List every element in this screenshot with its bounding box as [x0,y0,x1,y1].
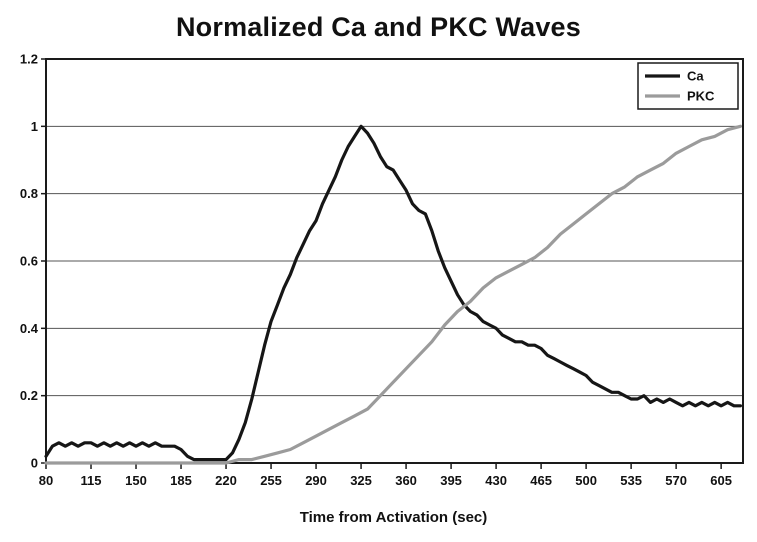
y-tick-label: 0 [31,456,38,471]
plot-area: 0 0.2 0.4 0.6 0.8 1 1.2 80 115 150 185 220 255 290 325… [4,49,753,507]
x-tick-label: 255 [260,473,282,488]
series-line-ca [44,124,743,462]
x-tick-label: 465 [530,473,552,488]
x-tick-label: 290 [305,473,327,488]
x-tick-label: 115 [81,473,102,488]
legend-box [637,62,739,110]
y-tick-label: 0.8 [20,186,38,201]
y-tick-label: 0.4 [20,321,39,336]
series-line-pkc [44,124,743,465]
y-tick-label: 1 [31,119,38,134]
x-tick-label: 360 [395,473,417,488]
y-tick-label: 1.2 [20,52,38,67]
x-tick-label: 605 [710,473,732,488]
x-tick-label: 325 [350,473,372,488]
chart-title: Normalized Ca and PKC Waves [175,12,581,42]
x-tick-label: 395 [440,473,462,488]
x-tick-label: 185 [170,473,192,488]
plot-border [45,58,744,464]
y-tick-label: 0.6 [20,254,38,269]
x-axis-title: Time from Activation (sec) [299,509,488,526]
x-tick-label: 500 [575,473,597,488]
x-tick-label: 570 [665,473,687,488]
x-tick-label: 430 [485,473,507,488]
x-tick-label: 150 [125,473,147,488]
plot-svg: 0 0.2 0.4 0.6 0.8 1 1.2 80 115 150 185 220 255 290 325… [20,52,744,488]
x-tick-label: 220 [215,473,237,488]
x-tick-label: 535 [620,473,642,488]
legend-label-ca: Ca [687,69,704,84]
legend-label-pkc: PKC [687,89,715,104]
x-tick-label: 80 [39,473,53,488]
y-tick-label: 0.2 [20,388,38,403]
